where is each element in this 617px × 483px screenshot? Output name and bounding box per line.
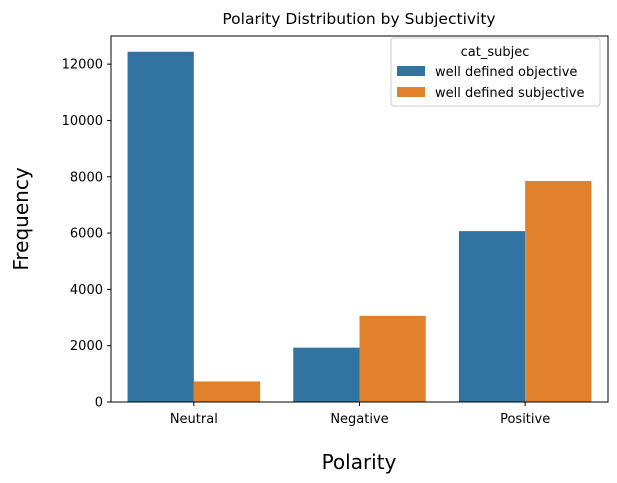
x-tick-label-negative: Negative [330,412,388,427]
legend-box [390,37,601,107]
plot-frame [110,35,609,403]
bars-group [127,51,592,403]
y-tick-label: 0 [95,396,103,411]
legend-swatch-objective [397,66,425,76]
x-tick-label-neutral: Neutral [170,412,218,427]
legend-title: cat_subjec [461,45,530,60]
x-axis-title: Polarity [322,450,397,474]
y-axis-ticks: 0 2000 4000 6000 8000 10000 12000 [62,58,111,411]
legend: cat_subjec well defined objective well d… [390,37,601,107]
bar-positive-series-1 [525,180,592,402]
bar-positive-series-0 [458,231,526,402]
bar-negative-series-0 [293,347,360,402]
x-axis-ticks: Neutral Negative Positive [170,402,550,427]
y-tick-label: 8000 [70,170,103,185]
y-tick-label: 10000 [62,114,103,129]
y-tick-label: 6000 [70,227,103,242]
y-tick-label: 2000 [70,339,103,354]
legend-label-subjective: well defined subjective [435,86,584,101]
y-axis-title: Frequency [9,167,33,270]
bar-neutral-series-0 [127,51,194,403]
chart-title: Polarity Distribution by Subjectivity [222,10,495,28]
bar-neutral-series-1 [193,381,261,402]
y-tick-label: 12000 [62,58,103,73]
x-tick-label-positive: Positive [500,412,550,427]
legend-label-objective: well defined objective [435,65,577,80]
y-tick-label: 4000 [70,283,103,298]
legend-swatch-subjective [397,87,425,97]
bar-negative-series-1 [359,315,426,402]
